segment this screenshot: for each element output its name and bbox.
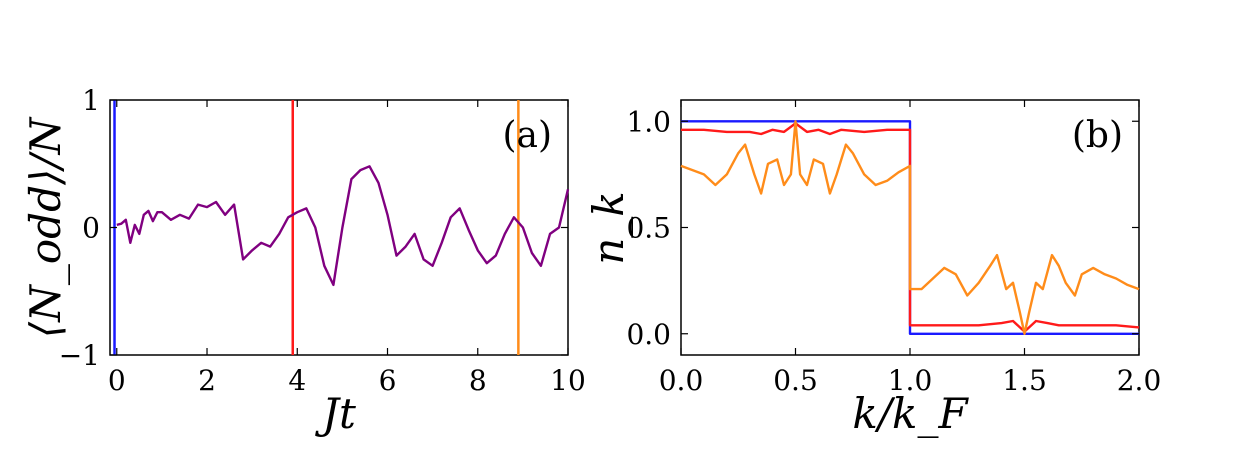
panel-b-series-red xyxy=(681,122,1140,333)
panel-a-xtick-label: 8 xyxy=(469,364,487,397)
panel-b-xtick-label: 1.0 xyxy=(888,364,933,397)
panel-b-ylabel: n_k xyxy=(584,191,633,265)
panel-a-series-N_odd xyxy=(116,165,570,287)
panel-a-xtick-label: 2 xyxy=(198,364,216,397)
panel-b-series-orange xyxy=(680,120,1140,335)
panel-b-xtick-label: 0.5 xyxy=(773,364,818,397)
panel-b-ytick-label: 1.0 xyxy=(626,105,671,138)
panel-a-xtick-label: 10 xyxy=(550,364,586,397)
panel-a-frame xyxy=(109,99,569,356)
panel-a-ylabel: ⟨N_odd⟩/N xyxy=(21,117,70,339)
panel-b-xtick-label: 0.0 xyxy=(659,364,704,397)
panel-b-xlabel: k/k_F xyxy=(852,389,969,438)
panel-a: 0 2 4 6 8 10 −101 (a) Jt ⟨N_odd⟩/N xyxy=(21,84,586,438)
panel-a-ytick-label: 1 xyxy=(82,84,100,117)
panel-b-ytick-label: 0.5 xyxy=(626,212,671,245)
panel-a-xtick-label: 4 xyxy=(288,364,306,397)
panel-a-label: (a) xyxy=(502,115,552,156)
panel-a-xtick-label: 6 xyxy=(379,364,397,397)
panel-a-xlabel: Jt xyxy=(314,389,356,438)
panel-b: 0.0 0.5 1.0 1.5 2.0 0.0 0.5 1.0 (b) k/k_F n_k xyxy=(584,99,1162,438)
panel-a-ytick-label: 0 xyxy=(82,212,100,245)
panel-a-ytick-label: −1 xyxy=(59,339,100,372)
panel-a-xtick-label: 0 xyxy=(108,364,126,397)
panel-b-xtick-label: 1.5 xyxy=(1002,364,1047,397)
panel-b-xtick-label: 2.0 xyxy=(1117,364,1162,397)
panel-b-ytick-label: 0.0 xyxy=(626,318,671,351)
panel-b-label: (b) xyxy=(1072,115,1123,156)
